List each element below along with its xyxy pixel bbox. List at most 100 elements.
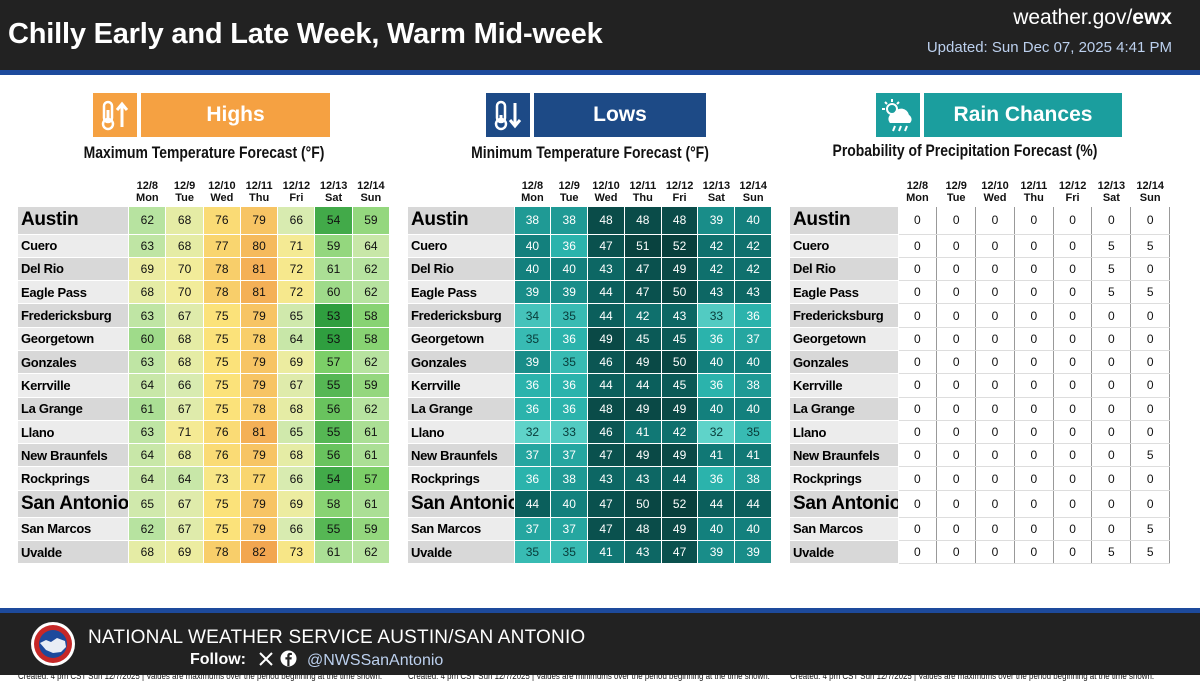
- value-cell: 5: [1130, 517, 1171, 542]
- city-name: Gonzales: [18, 350, 130, 375]
- value-cell: 40: [734, 517, 773, 542]
- city-name: Llano: [18, 420, 130, 445]
- city-name: Del Rio: [790, 257, 899, 282]
- city-name: Del Rio: [18, 257, 130, 282]
- value-cell: 36: [550, 234, 589, 258]
- value-cell: 72: [277, 280, 316, 305]
- value-cell: 79: [240, 373, 279, 398]
- value-cell: 40: [734, 350, 773, 375]
- footer-bar: NATIONAL WEATHER SERVICE AUSTIN/SAN ANTO…: [0, 613, 1200, 675]
- day-header: 12/13 Sat: [315, 169, 352, 207]
- value-cell: 61: [128, 397, 167, 421]
- value-cell: 43: [697, 280, 736, 305]
- value-cell: 40: [697, 350, 736, 375]
- table-row: Rockprings 64 64 73 77 66 54 57: [18, 466, 391, 491]
- city-name: Rockprings: [408, 466, 515, 491]
- value-cell: 36: [514, 373, 552, 398]
- follow-label: Follow:: [190, 651, 246, 668]
- table-row: Fredericksburg 0 0 0 0 0 0 0: [790, 303, 1171, 328]
- value-cell: 47: [661, 540, 699, 565]
- value-cell: 36: [550, 327, 589, 351]
- table-row: San Antonio 0 0 0 0 0 0 0: [790, 490, 1171, 518]
- value-cell: 35: [514, 540, 552, 565]
- value-cell: 70: [165, 257, 204, 282]
- city-name: San Marcos: [408, 517, 515, 542]
- site-link[interactable]: weather.gov/ewx: [1013, 6, 1172, 30]
- value-cell: 50: [624, 490, 662, 518]
- value-cell: 40: [514, 234, 552, 258]
- value-cell: 71: [165, 420, 204, 445]
- value-cell: 0: [975, 207, 1015, 235]
- value-cell: 78: [203, 280, 241, 305]
- value-cell: 62: [352, 280, 391, 305]
- table-row: San Marcos 37 37 47 48 49 40 40: [408, 517, 773, 542]
- value-cell: 48: [624, 517, 662, 542]
- value-cell: 63: [128, 234, 167, 258]
- value-cell: 0: [1130, 207, 1171, 235]
- value-cell: 0: [1053, 257, 1093, 282]
- value-cell: 62: [352, 397, 391, 421]
- value-cell: 72: [277, 257, 316, 282]
- value-cell: 79: [240, 490, 279, 518]
- value-cell: 0: [936, 397, 977, 421]
- value-cell: 37: [514, 443, 552, 468]
- facebook-icon[interactable]: [280, 650, 297, 672]
- value-cell: 37: [550, 443, 589, 468]
- value-cell: 0: [898, 466, 938, 491]
- lows-title: Minimum Temperature Forecast (°F): [471, 143, 709, 162]
- value-cell: 44: [661, 466, 699, 491]
- day-date: 12/14: [739, 180, 767, 192]
- day-header: 12/14 Sun: [1131, 169, 1170, 207]
- value-cell: 0: [1053, 466, 1093, 491]
- value-cell: 0: [898, 517, 938, 542]
- city-name: Austin: [790, 207, 899, 235]
- value-cell: 43: [661, 303, 699, 328]
- value-cell: 55: [314, 517, 353, 542]
- value-cell: 59: [314, 234, 353, 258]
- city-name: Rockprings: [18, 466, 130, 491]
- table-row: Cuero 0 0 0 0 0 5 5: [790, 234, 1171, 258]
- table-row: Eagle Pass 68 70 78 81 72 60 62: [18, 280, 391, 305]
- value-cell: 61: [314, 257, 353, 282]
- value-cell: 66: [277, 517, 316, 542]
- value-cell: 0: [898, 350, 938, 375]
- social-handle[interactable]: @NWSSanAntonio: [307, 652, 444, 669]
- value-cell: 79: [240, 517, 279, 542]
- table-row: La Grange 36 36 48 49 49 40 40: [408, 397, 773, 421]
- value-cell: 54: [314, 466, 353, 491]
- value-cell: 43: [624, 540, 662, 565]
- value-cell: 44: [587, 303, 625, 328]
- highs-badge: Highs: [93, 93, 330, 137]
- table-row: Gonzales 39 35 46 49 50 40 40: [408, 350, 773, 375]
- value-cell: 0: [1014, 540, 1054, 565]
- value-cell: 61: [314, 540, 353, 565]
- value-cell: 0: [1014, 303, 1054, 328]
- value-cell: 41: [587, 540, 625, 565]
- value-cell: 38: [734, 373, 773, 398]
- value-cell: 0: [936, 234, 977, 258]
- value-cell: 0: [1053, 350, 1093, 375]
- value-cell: 76: [203, 207, 241, 235]
- value-cell: 41: [734, 443, 773, 468]
- value-cell: 0: [898, 303, 938, 328]
- value-cell: 65: [277, 303, 316, 328]
- table-row: Llano 63 71 76 81 65 55 61: [18, 420, 391, 445]
- x-logo-icon[interactable]: [258, 651, 274, 672]
- value-cell: 48: [587, 207, 625, 235]
- value-cell: 0: [1130, 373, 1171, 398]
- value-cell: 0: [975, 373, 1015, 398]
- table-row: Rockprings 0 0 0 0 0 0 0: [790, 466, 1171, 491]
- value-cell: 64: [352, 234, 391, 258]
- value-cell: 64: [128, 443, 167, 468]
- value-cell: 48: [661, 207, 699, 235]
- value-cell: 0: [1014, 373, 1054, 398]
- city-name: Georgetown: [18, 327, 130, 351]
- value-cell: 75: [203, 490, 241, 518]
- value-cell: 0: [1014, 397, 1054, 421]
- day-date: 12/13: [702, 180, 731, 192]
- value-cell: 75: [203, 397, 241, 421]
- rain-badge: Rain Chances: [876, 93, 1122, 137]
- value-cell: 36: [550, 397, 589, 421]
- value-cell: 0: [975, 420, 1015, 445]
- header-bar: Chilly Early and Late Week, Warm Mid-wee…: [0, 0, 1200, 70]
